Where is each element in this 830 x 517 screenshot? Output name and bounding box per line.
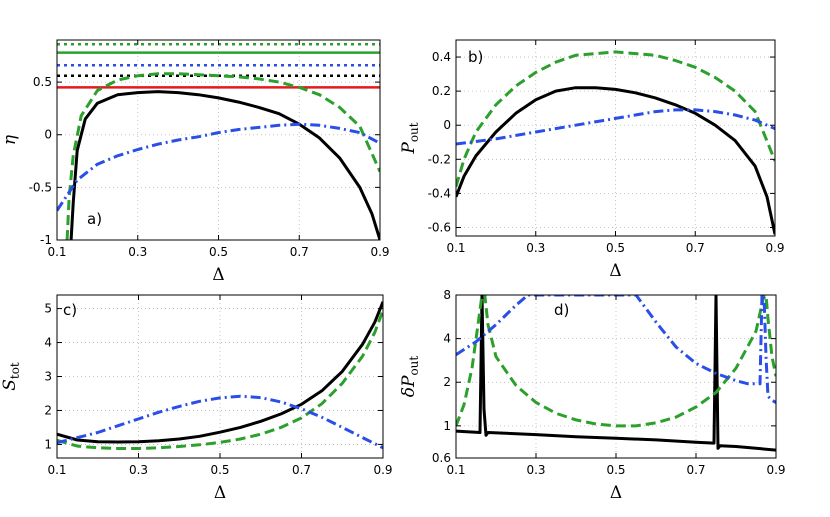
y-tick-label: -0.4 [428, 186, 451, 200]
y-tick-label: 1 [443, 419, 451, 433]
series-line-blue [456, 295, 776, 404]
panel-label: b) [468, 48, 483, 66]
panel-label: d) [554, 301, 569, 319]
y-tick-label: 2 [44, 403, 52, 417]
x-tick-label: 0.9 [766, 463, 785, 477]
series-line-blue [57, 122, 380, 212]
x-axis-label: Δ [214, 483, 226, 503]
x-tick-label: 0.3 [128, 245, 147, 259]
x-tick-label: 0.5 [210, 463, 229, 477]
y-tick-label: 2 [443, 375, 451, 389]
panel-c: 0.1 0.3 0.5 0.7 0.9 1 2 3 4 5 Δ Stot c) [0, 294, 393, 503]
y-axis-label-main: η [0, 134, 20, 145]
series-line-green [456, 295, 776, 428]
y-axis-label-main: P [399, 142, 419, 155]
x-tick-label: 0.9 [373, 463, 392, 477]
y-tick-label: -0.2 [428, 152, 451, 166]
y-tick-label: -0.5 [29, 180, 52, 194]
series-line-green [57, 309, 383, 450]
grid [56, 40, 381, 241]
plot-area [57, 301, 383, 450]
x-tick-label: 0.3 [526, 241, 545, 255]
y-tick-label: 1 [44, 437, 52, 451]
y-tick-label: 8 [443, 288, 451, 302]
x-tick-label: 0.1 [47, 245, 66, 259]
y-axis-label: Stot [0, 362, 22, 391]
x-tick-label: 0.3 [526, 463, 545, 477]
y-tick-label: 0.6 [432, 451, 451, 465]
series-line-blue [57, 394, 383, 450]
y-axis-label-subscript: out [407, 356, 421, 376]
y-tick-label: 0.5 [33, 75, 52, 89]
x-tick-label: 0.5 [606, 463, 625, 477]
x-tick-label: 0.7 [686, 463, 705, 477]
y-tick-label: 0.2 [432, 84, 451, 98]
series-line-blue [456, 108, 775, 146]
x-tick-label: 0.7 [292, 463, 311, 477]
x-axis-label: Δ [610, 483, 622, 503]
x-axis-label: Δ [609, 261, 621, 281]
panel-label: a) [87, 210, 102, 228]
x-tick-label: 0.9 [765, 241, 784, 255]
y-tick-label: 5 [44, 302, 52, 316]
y-axis-label-main: δP [399, 375, 419, 397]
panel-label: c) [63, 301, 77, 319]
x-tick-label: 0.1 [47, 463, 66, 477]
series-line-green [456, 50, 775, 188]
plot-area [456, 50, 775, 235]
x-tick-label: 0.1 [446, 463, 465, 477]
y-tick-label: 3 [44, 370, 52, 384]
x-tick-label: 0.7 [686, 241, 705, 255]
y-axis-label-subscript: tot [8, 362, 22, 379]
plot-area [456, 295, 776, 452]
series-line-black [69, 90, 380, 240]
y-tick-label: -0.6 [428, 220, 451, 234]
y-tick-label: 4 [443, 332, 451, 346]
y-tick-label: 4 [44, 336, 52, 350]
y-tick-label: 0.4 [432, 50, 451, 64]
x-tick-label: 0.1 [446, 241, 465, 255]
y-tick-label: 0 [443, 118, 451, 132]
series-line-black [456, 86, 775, 235]
y-tick-label: -1 [40, 233, 52, 247]
panel-a: 0.1 0.3 0.5 0.7 0.9 -1 -0.5 0 0.5 Δη a) [0, 39, 390, 285]
y-tick-label: 0 [44, 128, 52, 142]
plot-area [57, 42, 380, 240]
series-line-green [65, 72, 380, 240]
y-axis-label: η [0, 134, 20, 145]
x-axis-label: Δ [212, 265, 224, 285]
y-axis-label: δPout [399, 356, 421, 398]
panel-b: 0.1 0.3 0.5 0.7 0.9 -0.6 -0.4 -0.2 0 0.2 0.4 Δ Pout b… [399, 39, 785, 281]
y-axis-label-subscript: out [407, 122, 421, 142]
y-axis-label-main: S [0, 379, 20, 391]
series-line-black [57, 301, 383, 444]
x-tick-label: 0.3 [129, 463, 148, 477]
x-tick-label: 0.5 [209, 245, 228, 259]
y-axis-label: Pout [399, 122, 421, 154]
series-line-black [456, 295, 776, 452]
x-tick-label: 0.9 [370, 245, 389, 259]
x-tick-label: 0.7 [290, 245, 309, 259]
x-tick-label: 0.5 [606, 241, 625, 255]
